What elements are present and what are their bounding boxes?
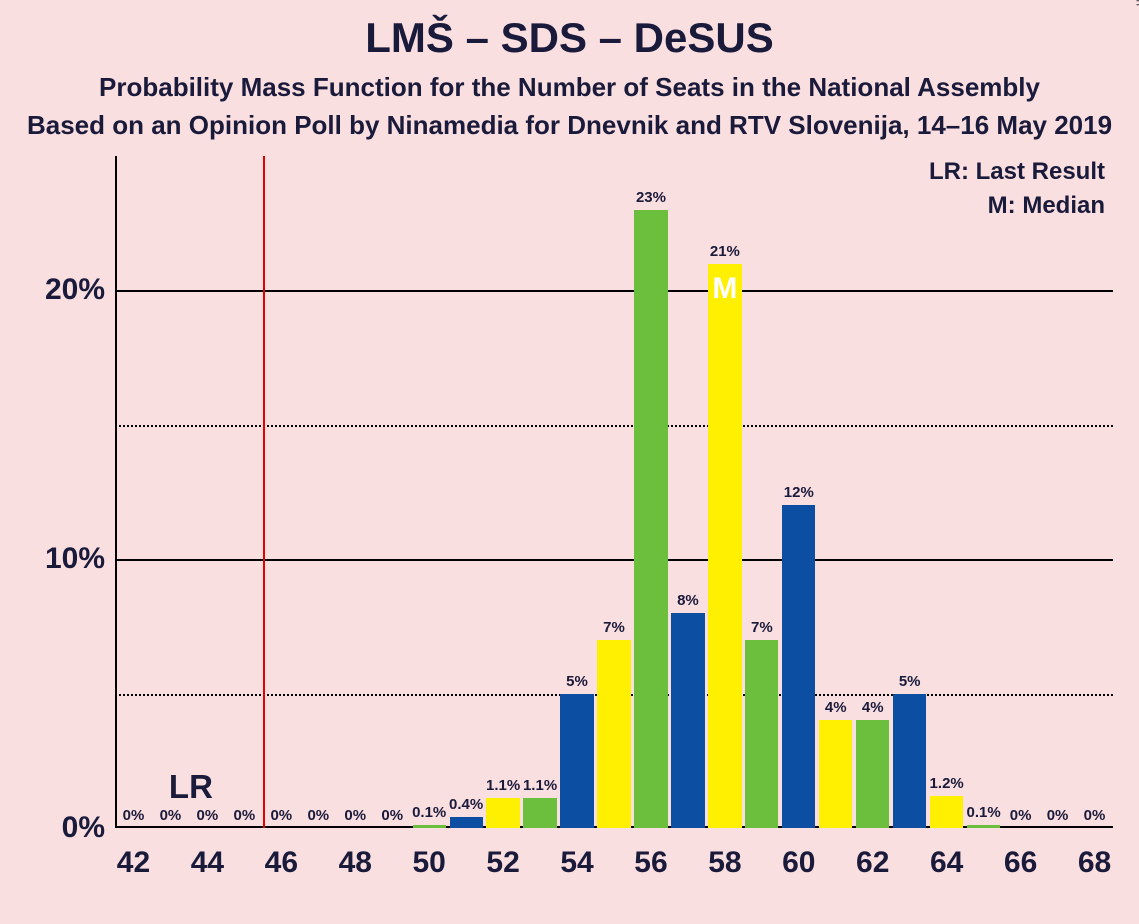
bar-value-label: 5% bbox=[566, 673, 588, 690]
bar-value-label: 1.1% bbox=[486, 777, 520, 794]
chart-canvas: LMŠ – SDS – DeSUS Probability Mass Funct… bbox=[0, 0, 1139, 924]
y-tick-label: 10% bbox=[45, 542, 115, 576]
median-marker: M bbox=[712, 272, 737, 306]
bar: 5% bbox=[893, 694, 926, 828]
legend-m: M: Median bbox=[988, 192, 1105, 220]
bar: 8% bbox=[671, 613, 704, 828]
bar-value-label: 0% bbox=[1047, 807, 1069, 824]
chart-subtitle-1: Probability Mass Function for the Number… bbox=[0, 72, 1139, 103]
bar: 21%M bbox=[708, 264, 741, 828]
bar-value-label: 0.4% bbox=[449, 796, 483, 813]
bar-value-label: 0% bbox=[381, 807, 403, 824]
chart-subtitle-2: Based on an Opinion Poll by Ninamedia fo… bbox=[0, 110, 1139, 141]
bar-value-label: 5% bbox=[899, 673, 921, 690]
chart-title: LMŠ – SDS – DeSUS bbox=[0, 14, 1139, 62]
bar-value-label: 12% bbox=[784, 484, 814, 501]
x-tick-label: 56 bbox=[634, 828, 667, 880]
bar-value-label: 1.2% bbox=[930, 775, 964, 792]
bar-value-label: 0.1% bbox=[967, 804, 1001, 821]
bar-value-label: 0% bbox=[270, 807, 292, 824]
x-tick-label: 64 bbox=[930, 828, 963, 880]
bar-value-label: 7% bbox=[603, 619, 625, 636]
bar-value-label: 0% bbox=[123, 807, 145, 824]
bar: 12% bbox=[782, 505, 815, 828]
x-tick-label: 52 bbox=[486, 828, 519, 880]
x-tick-label: 46 bbox=[265, 828, 298, 880]
y-tick-label: 20% bbox=[45, 273, 115, 307]
bar-value-label: 0% bbox=[160, 807, 182, 824]
bar: 4% bbox=[856, 720, 889, 828]
copyright-text: © 2019 Filip van Laenen bbox=[1133, 0, 1139, 6]
bar: 1.2% bbox=[930, 796, 963, 828]
bar-value-label: 0% bbox=[234, 807, 256, 824]
y-tick-label: 0% bbox=[62, 811, 115, 845]
bar-value-label: 23% bbox=[636, 189, 666, 206]
bar-value-label: 0.1% bbox=[412, 804, 446, 821]
bar: 7% bbox=[597, 640, 630, 828]
bar-value-label: 0% bbox=[344, 807, 366, 824]
bar: 0.4% bbox=[450, 817, 483, 828]
bar-value-label: 21% bbox=[710, 243, 740, 260]
bar-value-label: 1.1% bbox=[523, 777, 557, 794]
bar-value-label: 0% bbox=[307, 807, 329, 824]
x-tick-label: 60 bbox=[782, 828, 815, 880]
bar-value-label: 0% bbox=[1084, 807, 1106, 824]
x-tick-label: 62 bbox=[856, 828, 889, 880]
bar: 0.1% bbox=[967, 825, 1000, 828]
lr-vertical-line bbox=[263, 156, 265, 828]
bar: 23% bbox=[634, 210, 667, 828]
lr-label: LR bbox=[169, 768, 213, 806]
bar: 1.1% bbox=[523, 798, 556, 828]
x-tick-label: 54 bbox=[560, 828, 593, 880]
bar-value-label: 7% bbox=[751, 619, 773, 636]
y-axis-line bbox=[115, 156, 117, 828]
bar: 5% bbox=[560, 694, 593, 828]
x-tick-label: 42 bbox=[117, 828, 150, 880]
x-tick-label: 58 bbox=[708, 828, 741, 880]
plot-area: LR: Last Result M: Median 0%10%20%LR0%0%… bbox=[115, 156, 1113, 828]
bar: 4% bbox=[819, 720, 852, 828]
bar: 7% bbox=[745, 640, 778, 828]
bar-value-label: 4% bbox=[862, 699, 884, 716]
x-tick-label: 44 bbox=[191, 828, 224, 880]
bar-value-label: 8% bbox=[677, 592, 699, 609]
bar-value-label: 0% bbox=[197, 807, 219, 824]
bar-value-label: 0% bbox=[1010, 807, 1032, 824]
legend-lr: LR: Last Result bbox=[929, 158, 1105, 186]
x-tick-label: 50 bbox=[412, 828, 445, 880]
bar: 1.1% bbox=[486, 798, 519, 828]
x-tick-label: 68 bbox=[1078, 828, 1111, 880]
x-tick-label: 66 bbox=[1004, 828, 1037, 880]
bar-value-label: 4% bbox=[825, 699, 847, 716]
x-tick-label: 48 bbox=[339, 828, 372, 880]
